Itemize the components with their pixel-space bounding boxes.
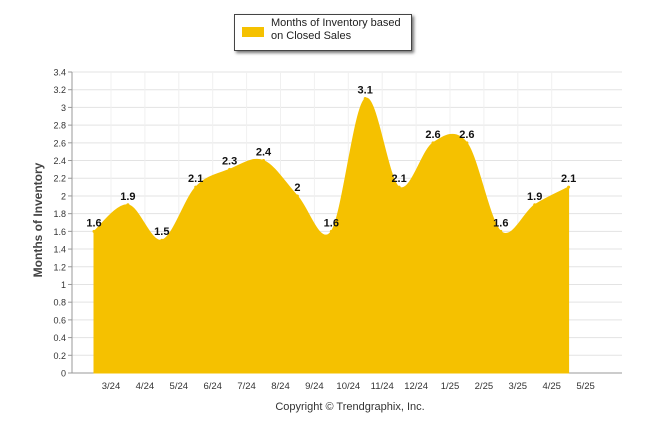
y-tick-label: 1.4: [53, 245, 66, 255]
y-tick-label: 2: [61, 191, 66, 201]
x-tick-label: 3/24: [102, 381, 121, 392]
x-tick-label: 2/25: [475, 381, 494, 392]
y-tick-label: 2.8: [53, 121, 66, 131]
data-point: [126, 203, 130, 207]
y-tick-label: 2.6: [53, 138, 66, 148]
legend-label: Months of Inventory based on Closed Sale…: [271, 17, 401, 42]
data-point: [194, 185, 198, 189]
x-tick-label: 7/24: [237, 381, 256, 392]
y-tick-label: 2.2: [53, 174, 66, 184]
data-label: 2.3: [222, 155, 237, 167]
y-tick-label: 0.8: [53, 298, 66, 308]
y-tick-label: 3: [61, 103, 66, 113]
data-point: [363, 97, 367, 101]
y-tick-label: 1.8: [53, 209, 66, 219]
legend-swatch: [242, 27, 264, 37]
data-point: [295, 194, 299, 198]
y-tick-label: 1.2: [53, 262, 66, 272]
data-label: 2.1: [561, 173, 576, 185]
x-tick-label: 3/25: [509, 381, 528, 392]
data-label: 2: [294, 182, 300, 194]
y-tick-label: 1.6: [53, 227, 66, 237]
data-label: 2.4: [256, 147, 272, 159]
data-point: [228, 167, 232, 171]
data-point: [499, 229, 503, 233]
x-tick-label: 6/24: [203, 381, 222, 392]
y-tick-label: 3.4: [53, 68, 66, 78]
y-tick-label: 0.4: [53, 333, 66, 343]
x-tick-label: 5/25: [576, 381, 595, 392]
data-point: [262, 159, 265, 163]
x-tick-label: 10/24: [336, 381, 360, 392]
data-label: 1.6: [86, 217, 101, 229]
data-point: [533, 203, 537, 207]
chart-legend: Months of Inventory based on Closed Sale…: [234, 14, 412, 51]
x-tick-label: 12/24: [404, 381, 428, 392]
data-label: 2.6: [425, 129, 440, 141]
y-tick-label: 3.2: [53, 85, 66, 95]
y-tick-label: 0: [61, 369, 66, 379]
x-tick-label: 9/24: [305, 381, 324, 392]
x-tick-label: 4/25: [542, 381, 561, 392]
area-series: [93, 98, 570, 374]
x-tick-label: 4/24: [136, 381, 155, 392]
x-tick-label: 1/25: [441, 381, 460, 392]
data-point: [329, 229, 333, 233]
x-tick-label: 8/24: [271, 381, 290, 392]
data-label: 1.5: [154, 226, 169, 238]
data-point: [160, 238, 164, 242]
copyright-footer: Copyright © Trendgraphix, Inc.: [275, 401, 425, 413]
x-tick-label: 5/24: [170, 381, 189, 392]
data-label: 2.1: [391, 173, 406, 185]
data-point: [92, 229, 96, 233]
data-point: [567, 185, 571, 189]
data-label: 2.6: [459, 129, 474, 141]
data-label: 2.1: [188, 173, 203, 185]
data-point: [465, 141, 469, 145]
x-tick-label: 11/24: [371, 381, 394, 392]
y-tick-label: 0.6: [53, 315, 66, 325]
data-label: 3.1: [358, 85, 373, 97]
data-label: 1.6: [324, 217, 339, 229]
data-label: 1.9: [527, 191, 542, 203]
y-tick-label: 1: [61, 280, 66, 290]
data-label: 1.6: [493, 217, 508, 229]
y-tick-label: 2.4: [53, 156, 66, 166]
data-point: [431, 141, 435, 145]
data-point: [397, 185, 401, 189]
y-tick-label: 0.2: [53, 351, 66, 361]
data-label: 1.9: [120, 191, 135, 203]
